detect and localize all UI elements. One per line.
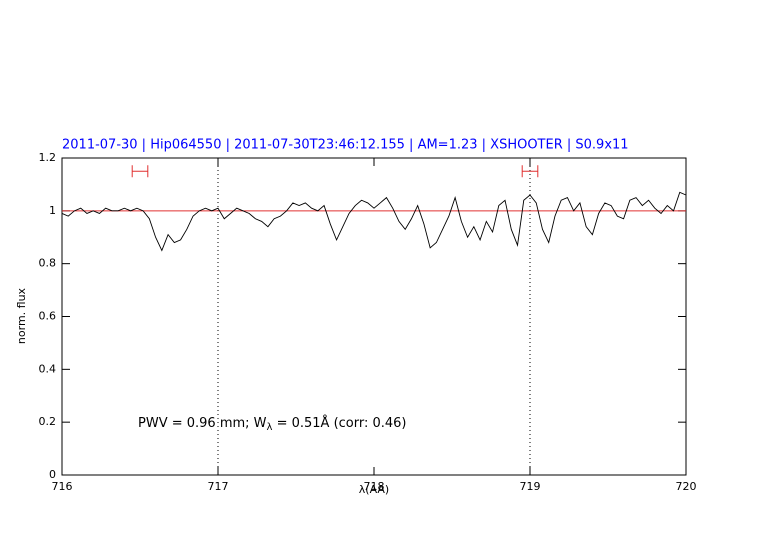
- y-tick-label: 1: [49, 204, 56, 217]
- spectrum-line: [61, 191, 687, 252]
- y-tick-label: 0.4: [39, 362, 57, 375]
- chart-title: 2011-07-30 | Hip064550 | 2011-07-30T23:4…: [62, 138, 629, 153]
- y-tick-label: 1.2: [39, 151, 57, 164]
- y-axis-label: norm. flux: [15, 287, 28, 344]
- y-tick-label: 0.2: [39, 415, 57, 428]
- x-tick-label: 716: [52, 480, 73, 493]
- x-tick-label: 718: [364, 480, 385, 493]
- x-tick-label: 719: [520, 480, 541, 493]
- y-tick-label: 0.6: [39, 310, 57, 323]
- y-tick-label: 0.8: [39, 257, 57, 270]
- x-tick-label: 720: [676, 480, 697, 493]
- y-tick-label: 0: [49, 468, 56, 481]
- annotation-part: PWV = 0.96 mm; W: [138, 416, 267, 431]
- x-axis-label: λ(AA): [359, 483, 389, 496]
- annotation-part: = 0.51Å (corr: 0.46): [272, 415, 406, 431]
- interval-marker: [131, 165, 149, 178]
- x-tick-label: 717: [208, 480, 229, 493]
- interval-marker: [521, 165, 539, 178]
- annotation: PWV = 0.96 mm; Wλ = 0.51Å (corr: 0.46): [138, 415, 407, 434]
- annotation-part: λ: [267, 422, 273, 433]
